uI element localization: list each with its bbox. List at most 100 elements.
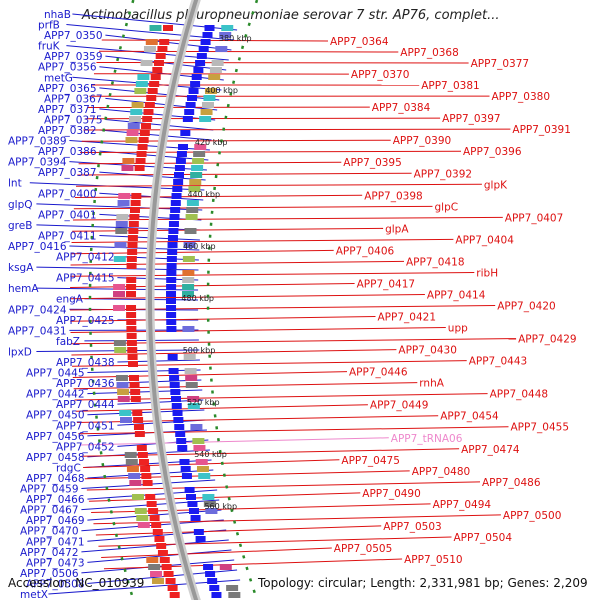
- left-gene-label[interactable]: nhaB: [44, 9, 71, 21]
- right-gene-label[interactable]: APP7_0414: [427, 289, 486, 301]
- forward-gene[interactable]: [129, 382, 140, 388]
- forward-gene[interactable]: [148, 508, 159, 514]
- forward-gene[interactable]: [128, 221, 139, 227]
- right-gene-label[interactable]: APP7_0368: [400, 47, 459, 59]
- reverse-gene[interactable]: [177, 445, 188, 451]
- reverse-gene[interactable]: [171, 403, 182, 409]
- reverse-gene[interactable]: [207, 578, 218, 584]
- reverse-gene[interactable]: [176, 438, 187, 444]
- forward-gene[interactable]: [126, 333, 137, 339]
- left-gene-label[interactable]: APP7_0473: [26, 557, 85, 569]
- left-gene-label[interactable]: APP7_0445: [26, 368, 85, 380]
- reverse-gene[interactable]: [166, 326, 177, 332]
- right-gene-label[interactable]: APP7_0398: [364, 190, 423, 202]
- forward-gene[interactable]: [169, 592, 180, 598]
- left-gene-label[interactable]: APP7_0468: [26, 473, 85, 485]
- forward-gene[interactable]: [126, 263, 137, 269]
- right-gene-label[interactable]: APP7_0429: [518, 334, 577, 346]
- forward-gene[interactable]: [137, 144, 148, 150]
- reverse-gene[interactable]: [172, 186, 183, 192]
- reverse-gene[interactable]: [175, 158, 186, 164]
- forward-gene[interactable]: [153, 60, 164, 66]
- forward-gene[interactable]: [156, 543, 167, 549]
- reverse-gene[interactable]: [166, 312, 177, 318]
- right-gene-label[interactable]: APP7_0430: [398, 345, 457, 357]
- forward-gene[interactable]: [137, 452, 148, 458]
- reverse-gene[interactable]: [170, 207, 181, 213]
- forward-gene[interactable]: [126, 340, 137, 346]
- forward-gene[interactable]: [126, 319, 137, 325]
- forward-gene[interactable]: [140, 466, 151, 472]
- forward-gene[interactable]: [133, 417, 144, 423]
- right-gene-label[interactable]: APP7_0420: [497, 301, 556, 313]
- right-gene-label[interactable]: APP7_0446: [349, 367, 408, 379]
- reverse-gene[interactable]: [171, 396, 182, 402]
- reverse-gene[interactable]: [188, 88, 199, 94]
- right-gene-label[interactable]: APP7_0377: [471, 58, 529, 70]
- forward-gene[interactable]: [155, 53, 166, 59]
- left-gene-label[interactable]: ksgA: [8, 262, 34, 274]
- forward-gene[interactable]: [147, 88, 158, 94]
- forward-gene[interactable]: [135, 158, 146, 164]
- forward-gene[interactable]: [152, 67, 163, 73]
- left-gene-label[interactable]: lnt: [8, 178, 22, 190]
- left-gene-label[interactable]: prfB: [38, 20, 60, 32]
- forward-gene[interactable]: [127, 235, 138, 241]
- reverse-gene[interactable]: [166, 284, 177, 290]
- reverse-gene[interactable]: [172, 410, 183, 416]
- forward-gene[interactable]: [127, 354, 138, 360]
- reverse-gene[interactable]: [185, 102, 196, 108]
- left-gene-label[interactable]: APP7_0458: [26, 452, 85, 464]
- reverse-gene[interactable]: [202, 32, 213, 38]
- forward-gene[interactable]: [146, 95, 157, 101]
- left-gene-label[interactable]: rdgC: [56, 462, 81, 474]
- reverse-gene[interactable]: [205, 571, 216, 577]
- left-gene-label[interactable]: APP7_0365: [38, 83, 97, 95]
- reverse-gene[interactable]: [190, 515, 201, 521]
- right-gene-label[interactable]: APP7_0395: [343, 157, 402, 169]
- forward-gene[interactable]: [145, 494, 156, 500]
- left-gene-label[interactable]: hemA: [8, 283, 39, 295]
- reverse-gene[interactable]: [178, 144, 189, 150]
- reverse-gene[interactable]: [175, 431, 186, 437]
- forward-gene[interactable]: [130, 389, 141, 395]
- reverse-gene[interactable]: [195, 60, 206, 66]
- right-gene-label[interactable]: APP7_0384: [372, 102, 431, 114]
- right-gene-label[interactable]: APP7_0370: [351, 69, 410, 81]
- right-gene-label[interactable]: APP7_0448: [490, 389, 548, 401]
- forward-gene[interactable]: [130, 200, 141, 206]
- reverse-gene[interactable]: [168, 228, 179, 234]
- reverse-gene[interactable]: [166, 291, 177, 297]
- left-gene-label[interactable]: APP7_0411: [38, 230, 97, 242]
- left-gene-label[interactable]: APP7_0470: [20, 526, 79, 538]
- left-gene-label[interactable]: APP7_0415: [56, 273, 115, 285]
- left-gene-label[interactable]: APP7_0451: [56, 420, 115, 432]
- reverse-gene[interactable]: [190, 81, 201, 87]
- forward-gene[interactable]: [138, 137, 149, 143]
- rna-gene-label[interactable]: APP7_tRNA06: [391, 433, 463, 445]
- forward-gene[interactable]: [150, 74, 161, 80]
- forward-gene[interactable]: [136, 151, 147, 157]
- forward-gene[interactable]: [143, 109, 154, 115]
- reverse-gene[interactable]: [174, 172, 185, 178]
- forward-gene[interactable]: [149, 81, 160, 87]
- forward-gene[interactable]: [149, 515, 160, 521]
- right-gene-label[interactable]: APP7_0397: [442, 113, 501, 125]
- reverse-gene[interactable]: [204, 25, 215, 31]
- forward-gene[interactable]: [163, 25, 174, 31]
- left-gene-label[interactable]: APP7_0436: [56, 378, 115, 390]
- reverse-gene[interactable]: [209, 585, 220, 591]
- reverse-gene[interactable]: [211, 592, 222, 598]
- right-gene-label[interactable]: APP7_0390: [393, 135, 452, 147]
- left-gene-label[interactable]: APP7_0466: [26, 494, 85, 506]
- left-gene-label[interactable]: APP7_0438: [56, 357, 115, 369]
- forward-gene[interactable]: [127, 242, 138, 248]
- right-gene-label[interactable]: APP7_0381: [421, 80, 480, 92]
- right-gene-label[interactable]: glpK: [484, 179, 508, 191]
- reverse-gene[interactable]: [180, 130, 191, 136]
- reverse-gene[interactable]: [166, 305, 177, 311]
- left-gene-label[interactable]: APP7_0424: [8, 304, 67, 316]
- reverse-gene[interactable]: [188, 508, 199, 514]
- right-gene-label[interactable]: glpA: [385, 223, 409, 235]
- left-gene-label[interactable]: APP7_0431: [8, 325, 67, 337]
